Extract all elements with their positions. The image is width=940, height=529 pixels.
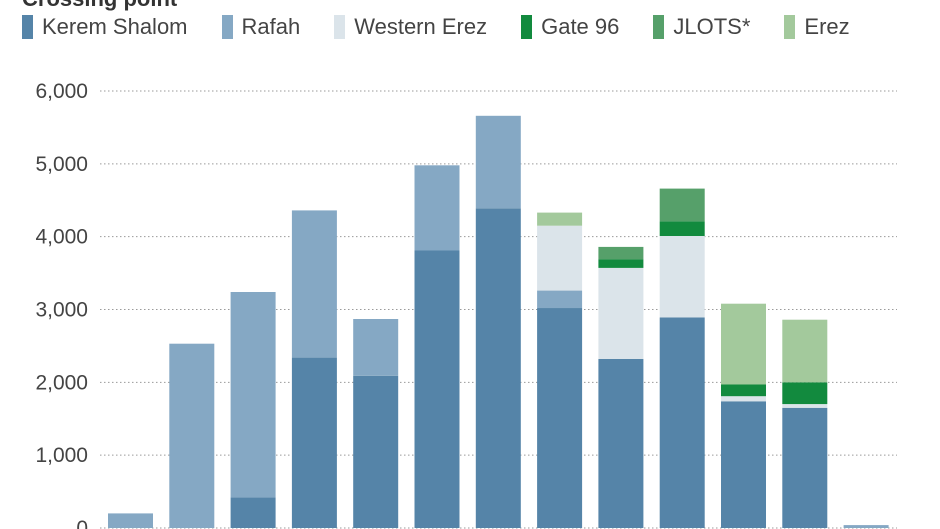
chart-subtitle: Crossing point — [22, 0, 177, 12]
y-tick-label: 2,000 — [35, 371, 88, 394]
legend-swatch-jlots — [653, 15, 665, 39]
legend-item-gate-96: Gate 96 — [521, 14, 619, 40]
bar-rafah — [169, 343, 215, 528]
bar-jlots — [598, 246, 644, 260]
bar-gate-96 — [782, 382, 828, 405]
bar-kerem-shalom — [598, 359, 644, 528]
bar-rafah — [108, 513, 153, 528]
bar-gate-96 — [721, 384, 766, 397]
legend-item-erez: Erez — [784, 14, 850, 40]
bar-kerem-shalom — [659, 317, 705, 528]
legend-label-rafah: Rafah — [241, 14, 301, 39]
legend-label-jlots: JLOTS* — [673, 14, 751, 39]
legend-swatch-rafah — [221, 15, 233, 39]
bar-kerem-shalom — [782, 407, 828, 528]
legend-label-erez: Erez — [804, 14, 850, 39]
bar-jlots — [659, 188, 705, 222]
bar-erez — [721, 303, 766, 385]
legend-item-rafah: Rafah — [221, 14, 301, 40]
bar-erez — [782, 319, 828, 383]
bar-kerem-shalom — [291, 357, 337, 528]
bar-gate-96 — [598, 259, 644, 268]
bar-kerem-shalom — [475, 208, 521, 529]
bar-western-erez — [659, 235, 705, 318]
bar-western-erez — [598, 268, 644, 359]
legend-label-western-erez: Western Erez — [354, 14, 488, 39]
bar-erez — [537, 212, 583, 226]
legend-label-kerem-shalom: Kerem Shalom — [42, 14, 188, 39]
y-tick-label: 6,000 — [35, 80, 88, 103]
legend-item-kerem-shalom: Kerem Shalom — [22, 14, 188, 40]
bar-gate-96 — [659, 221, 705, 236]
y-tick-label: 5,000 — [35, 153, 88, 176]
legend-swatch-erez — [784, 15, 796, 39]
bar-kerem-shalom — [414, 250, 460, 528]
legend-label-gate-96: Gate 96 — [541, 14, 620, 39]
y-tick-label: 0 — [76, 517, 88, 529]
bar-western-erez — [537, 225, 583, 291]
legend-swatch-gate-96 — [521, 15, 533, 39]
bar-rafah — [843, 525, 889, 528]
legend-swatch-western-erez — [334, 15, 346, 39]
legend-item-jlots: JLOTS* — [653, 14, 750, 40]
bar-western-erez — [782, 404, 828, 408]
bar-rafah — [353, 319, 399, 376]
bar-rafah — [475, 115, 521, 209]
bar-kerem-shalom — [537, 308, 583, 528]
y-tick-label: 1,000 — [35, 444, 88, 467]
bar-rafah — [537, 290, 583, 309]
bar-kerem-shalom — [721, 401, 766, 528]
legend-swatch-kerem-shalom — [22, 15, 33, 39]
y-tick-label: 4,000 — [35, 226, 88, 249]
bar-western-erez — [721, 396, 766, 402]
y-tick-label: 3,000 — [35, 299, 88, 322]
bar-rafah — [230, 292, 276, 498]
legend-item-western-erez: Western Erez — [334, 14, 487, 40]
bar-kerem-shalom — [230, 497, 276, 528]
bar-kerem-shalom — [353, 375, 399, 528]
legend: Kerem Shalom Rafah Western Erez Gate 96 … — [22, 14, 884, 40]
bar-rafah — [291, 210, 337, 358]
bar-rafah — [414, 165, 460, 251]
